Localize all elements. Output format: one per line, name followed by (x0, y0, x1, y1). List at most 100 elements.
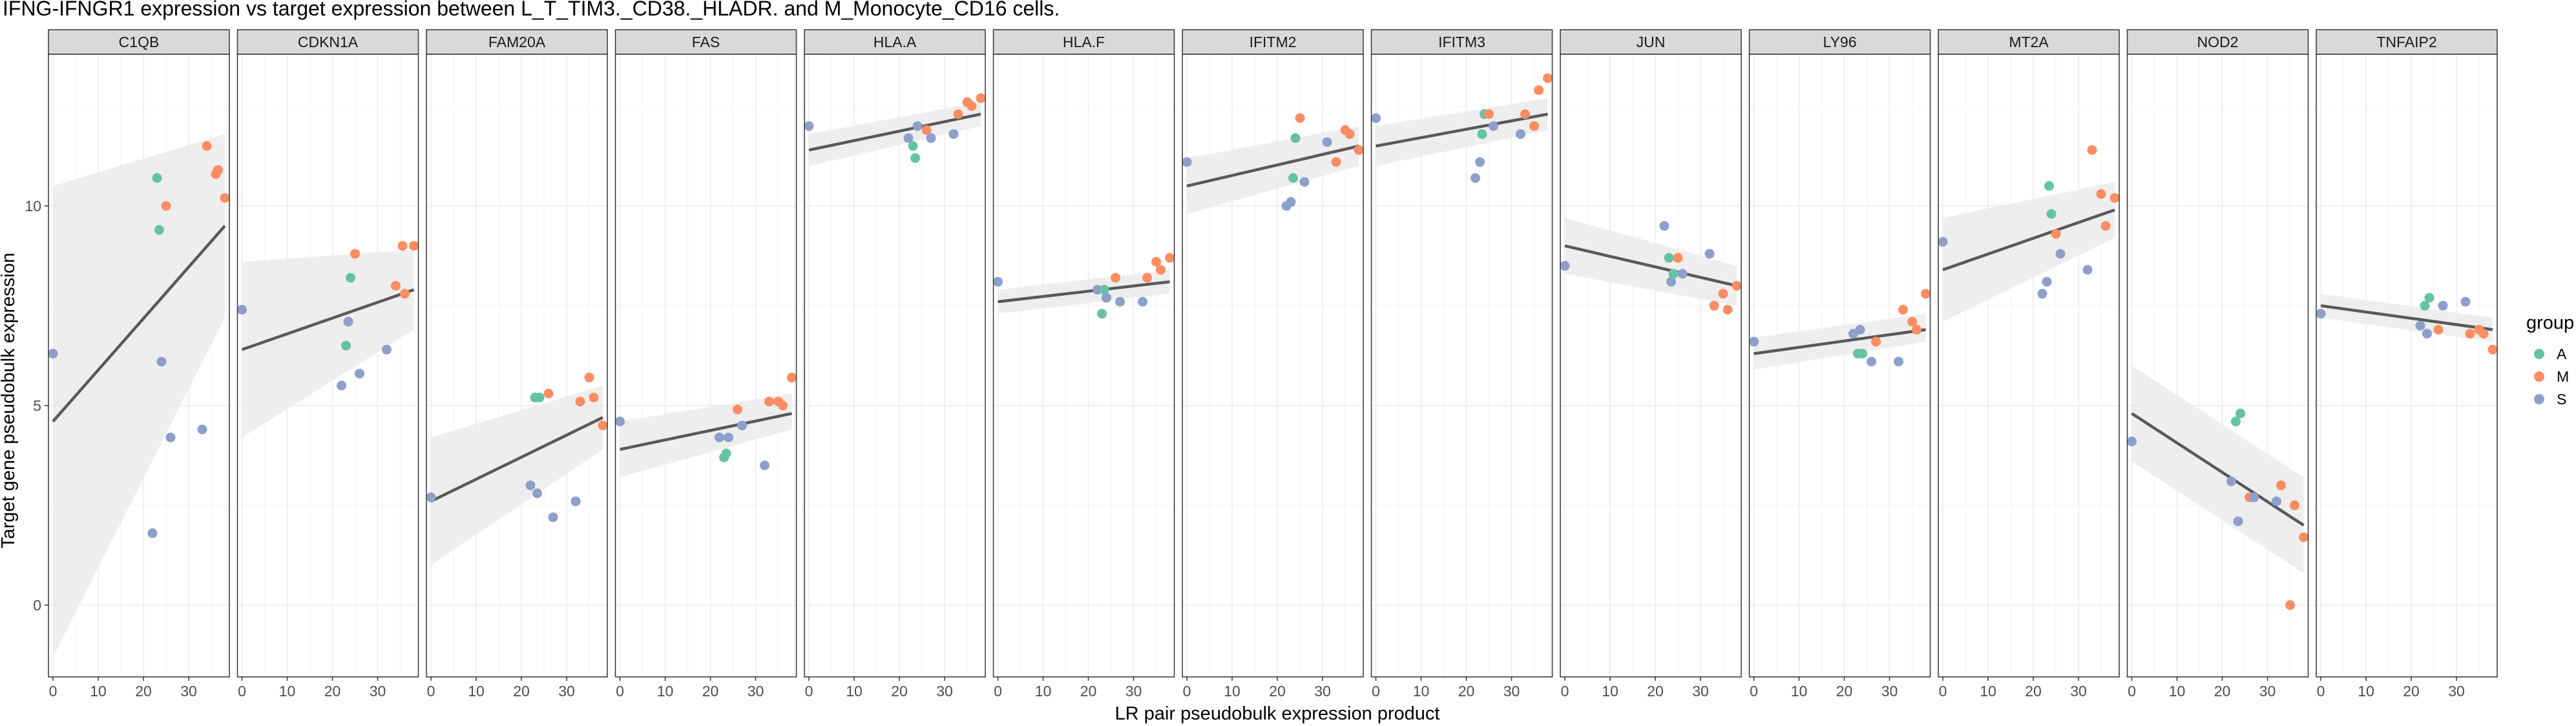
data-point (2415, 320, 2425, 331)
data-point (598, 420, 608, 431)
data-point (993, 276, 1003, 287)
data-point (1182, 157, 1192, 167)
data-point (48, 348, 58, 358)
data-point (926, 133, 936, 143)
y-axis-title: Target gene pseudobulk expression (0, 253, 19, 548)
x-tick-label: 10 (657, 683, 674, 700)
data-point (1295, 113, 1305, 123)
panel-background (615, 54, 797, 677)
data-point (1115, 296, 1125, 307)
regression-line (998, 280, 1170, 304)
panel-border (804, 54, 986, 678)
x-tick-label: 10 (468, 683, 485, 700)
chart-title: IFNG-IFNGR1 expression vs target express… (3, 0, 1060, 20)
facet-strip-label: CDKN1A (298, 34, 359, 50)
x-tick-label: 20 (1647, 683, 1664, 700)
data-point (2100, 221, 2111, 231)
data-point (2487, 344, 2498, 355)
x-tick-label: 0 (238, 683, 246, 700)
data-point (948, 129, 959, 140)
data-point (1704, 249, 1715, 259)
x-tick-label: 30 (1126, 683, 1142, 700)
x-tick-label: 0 (2317, 683, 2325, 700)
data-point (715, 432, 724, 442)
data-point (1673, 253, 1683, 263)
data-point (2285, 600, 2295, 610)
facet-strip (804, 29, 986, 55)
data-point (2042, 276, 2052, 287)
data-point (2276, 480, 2286, 490)
x-tick-label: 0 (1183, 683, 1191, 700)
data-point (967, 101, 977, 111)
data-point (1912, 324, 1922, 335)
x-tick-label: 20 (702, 683, 719, 700)
facet-strip (1182, 29, 1364, 55)
facet-panel-fam20a: FAM20A 0 10 20 30 (426, 29, 608, 700)
facet-strip (48, 29, 230, 55)
data-point (1921, 289, 1931, 299)
data-point (1477, 129, 1487, 140)
data-point (1516, 129, 1525, 140)
facet-strip-label: FAM20A (488, 34, 546, 50)
x-tick-label: 20 (1458, 683, 1475, 700)
x-tick-label: 30 (558, 683, 575, 700)
panel-border (2316, 54, 2498, 678)
confidence-band (1943, 182, 2115, 322)
panel-background (1560, 54, 1741, 677)
facet-panel-tnfaip2: TNFAIP2 0 10 20 30 (2316, 29, 2498, 700)
data-point (778, 400, 788, 411)
data-point (1097, 309, 1107, 319)
legend-label: S (2557, 391, 2566, 408)
x-tick-label: 30 (2448, 683, 2465, 700)
panel-border (2126, 54, 2309, 678)
facet-strip-label: LY96 (1823, 34, 1856, 50)
data-point (1138, 296, 1147, 307)
data-point (2465, 329, 2475, 339)
x-tick-label: 20 (2214, 683, 2231, 700)
x-tick-label: 10 (1980, 683, 1996, 700)
regression-line (1186, 144, 1359, 188)
y-tick-label: 0 (33, 597, 41, 614)
x-tick-label: 0 (1372, 683, 1380, 700)
data-point (382, 344, 392, 355)
data-point (1299, 177, 1310, 187)
regression-line (2320, 304, 2493, 331)
data-point (2420, 300, 2430, 311)
data-point (1659, 221, 1670, 231)
data-point (615, 417, 625, 427)
x-tick-label: 0 (1939, 683, 1947, 700)
x-tick-label: 20 (1269, 683, 1286, 700)
x-tick-label: 0 (616, 683, 624, 700)
data-point (1331, 157, 1341, 167)
data-point (1560, 261, 1570, 271)
data-point (2127, 436, 2137, 446)
data-point (1322, 137, 1332, 147)
data-point (391, 280, 401, 291)
data-point (1867, 357, 1876, 367)
data-point (156, 357, 167, 367)
panel-border (1182, 54, 1364, 678)
data-point (787, 373, 797, 383)
panel-border (614, 54, 797, 678)
x-tick-label: 20 (1080, 683, 1097, 700)
confidence-band (242, 249, 414, 438)
panel-background (2316, 54, 2497, 677)
regression-line (1564, 244, 1737, 287)
y-tick-label: 5 (33, 397, 41, 414)
panel-background (2127, 54, 2309, 677)
data-point (1668, 269, 1679, 279)
data-point (1894, 357, 1903, 367)
data-point (1749, 337, 1759, 347)
data-point (532, 488, 542, 499)
facet-strip-label: JUN (1637, 34, 1666, 50)
data-point (1290, 133, 1301, 143)
x-tick-label: 30 (748, 683, 764, 700)
data-point (525, 480, 536, 490)
data-point (1471, 173, 1480, 183)
data-point (1093, 285, 1102, 295)
data-point (804, 121, 814, 131)
facet-strip (992, 29, 1175, 55)
data-point (237, 304, 247, 315)
data-point (1345, 129, 1355, 140)
data-point (737, 420, 747, 431)
